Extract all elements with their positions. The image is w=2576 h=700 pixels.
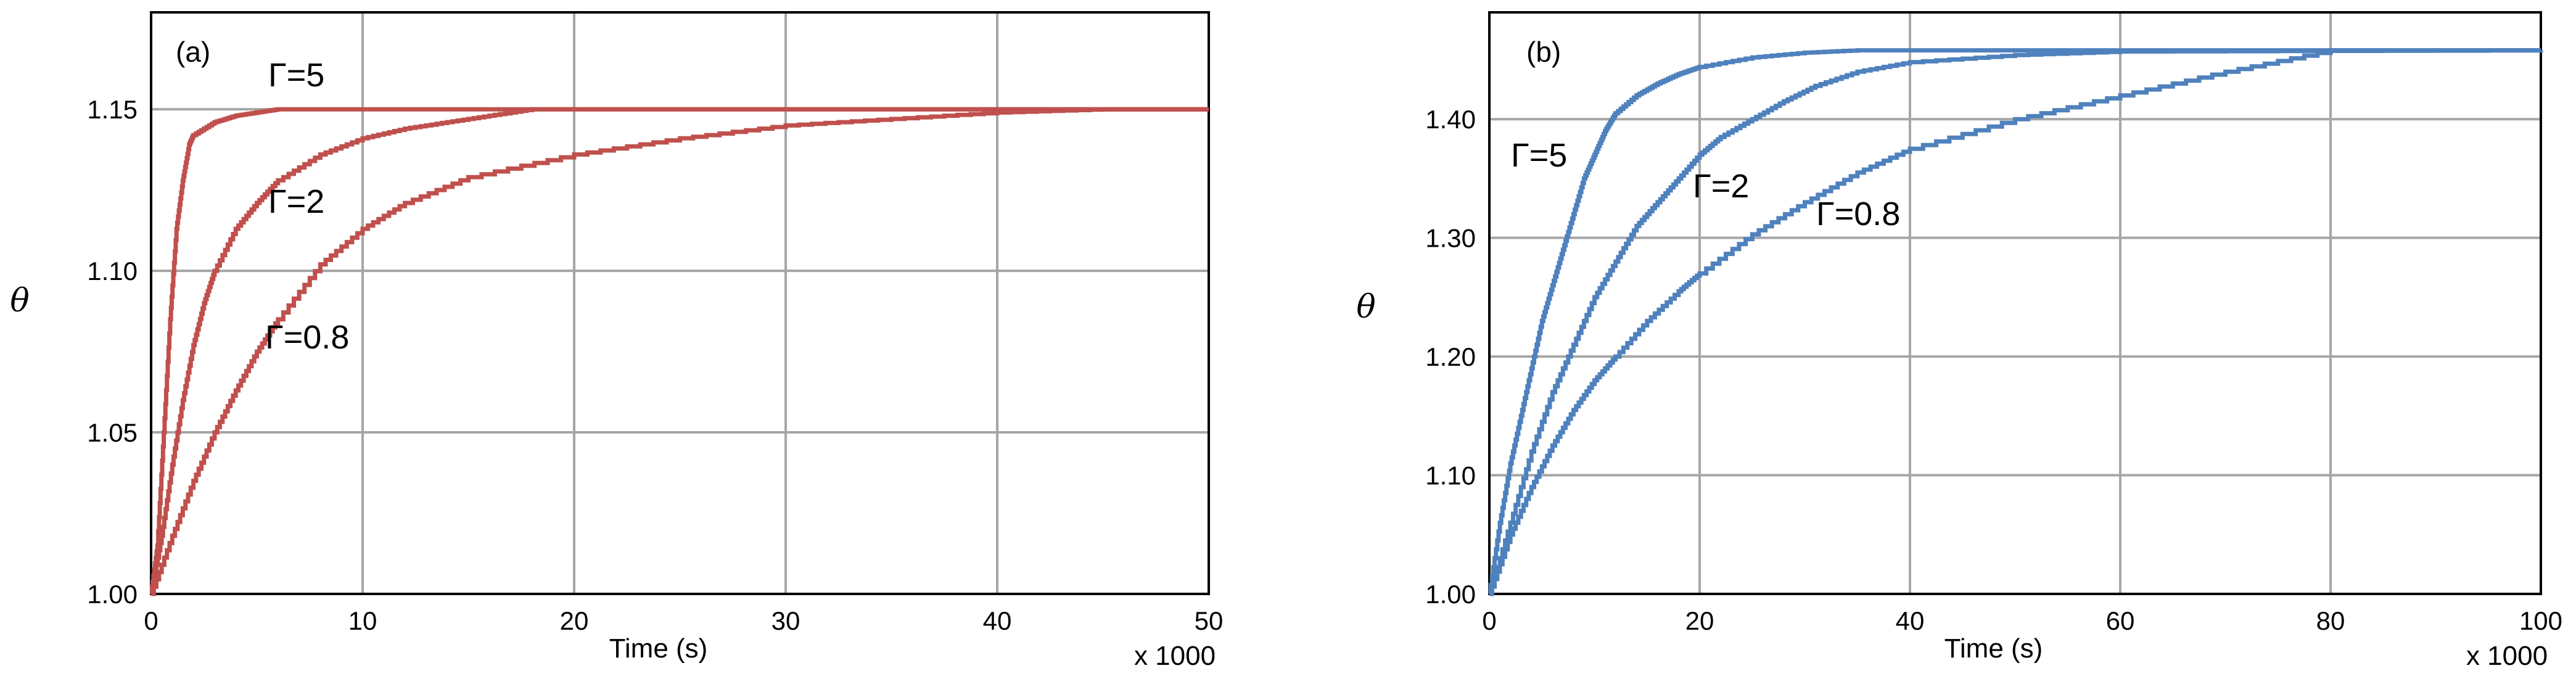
x-tick-label: 0 bbox=[1482, 606, 1496, 635]
panel-label: (b) bbox=[1526, 36, 1561, 68]
x-axis-label: Time (s) bbox=[1944, 633, 2043, 664]
series-label-2: Γ=2 bbox=[268, 183, 324, 220]
x-tick-label: 10 bbox=[348, 606, 377, 635]
series-line-1 bbox=[1488, 48, 2541, 596]
panel-label: (a) bbox=[176, 36, 210, 68]
series-line-1 bbox=[149, 107, 1209, 596]
y-tick-label: 1.10 bbox=[1425, 461, 1476, 490]
x-tick-label: 80 bbox=[2316, 606, 2345, 635]
x-tick-label: 40 bbox=[1896, 606, 1925, 635]
y-tick-label: 1.15 bbox=[87, 95, 138, 124]
y-axis-label: θ bbox=[1356, 289, 1375, 326]
x-tick-label: 20 bbox=[560, 606, 589, 635]
x-tick-label: 0 bbox=[144, 606, 158, 635]
chart-panel-b: Γ=5 Γ=2 Γ=0.8 0 20 40 60 80 100 1.00 1.10 1.20 1.30 1… bbox=[1356, 11, 2562, 671]
x-axis-label: Time (s) bbox=[609, 633, 708, 664]
series-line-3 bbox=[151, 107, 1209, 596]
gridlines bbox=[1489, 12, 2541, 594]
x-axis-multiplier: x 1000 bbox=[2466, 641, 2548, 671]
series-label-1: Γ=5 bbox=[268, 57, 324, 94]
series-label-1: Γ=5 bbox=[1511, 137, 1567, 174]
x-tick-label: 30 bbox=[772, 606, 800, 635]
x-tick-label: 50 bbox=[1195, 606, 1224, 635]
plot-area-frame bbox=[150, 11, 1210, 595]
plot-area-frame bbox=[1488, 11, 2542, 595]
x-tick-label: 40 bbox=[983, 606, 1012, 635]
y-tick-label: 1.05 bbox=[87, 418, 138, 447]
y-tick-label: 1.00 bbox=[87, 580, 138, 609]
series-label-3: Γ=0.8 bbox=[265, 319, 349, 356]
series-line-2 bbox=[150, 107, 1209, 596]
y-axis-label: θ bbox=[10, 282, 29, 319]
y-tick-label: 1.40 bbox=[1425, 105, 1476, 134]
y-tick-label: 1.10 bbox=[87, 257, 138, 286]
y-tick-label: 1.30 bbox=[1425, 224, 1476, 253]
x-tick-label: 100 bbox=[2519, 606, 2562, 635]
series-label-2: Γ=2 bbox=[1693, 168, 1749, 205]
series-line-2 bbox=[1489, 48, 2543, 596]
x-tick-label: 20 bbox=[1685, 606, 1714, 635]
series-line-3 bbox=[1489, 48, 2541, 596]
chart-panel-a: Γ=5 Γ=2 Γ=0.8 0 10 20 30 40 50 1.00 1.05 1.10 1.15 Ti… bbox=[10, 11, 1224, 671]
series-label-3: Γ=0.8 bbox=[1816, 196, 1900, 233]
x-axis-multiplier: x 1000 bbox=[1134, 641, 1216, 671]
y-tick-label: 1.20 bbox=[1425, 342, 1476, 371]
x-tick-label: 60 bbox=[2106, 606, 2135, 635]
gridlines bbox=[151, 12, 1209, 594]
y-tick-label: 1.00 bbox=[1425, 580, 1476, 609]
